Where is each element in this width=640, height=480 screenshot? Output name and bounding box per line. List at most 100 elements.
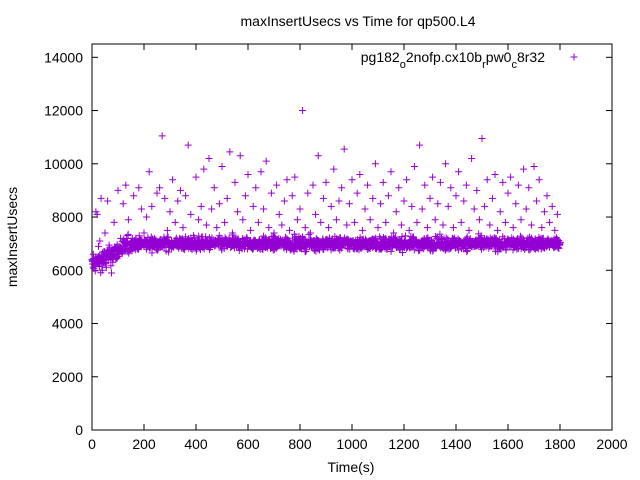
data-point xyxy=(114,186,122,194)
data-point xyxy=(317,218,325,226)
data-point xyxy=(236,152,244,160)
data-point xyxy=(439,221,447,229)
data-point xyxy=(202,221,210,229)
data-point xyxy=(137,205,145,213)
data-point xyxy=(527,221,535,229)
data-point xyxy=(179,224,187,232)
data-point xyxy=(117,234,125,242)
data-point xyxy=(501,218,509,226)
data-point xyxy=(491,170,499,178)
data-point xyxy=(241,192,249,200)
data-point xyxy=(124,216,132,224)
data-point xyxy=(135,184,143,192)
y-tick-label: 12000 xyxy=(44,103,83,119)
data-point xyxy=(286,226,294,234)
data-point xyxy=(135,232,143,240)
data-point xyxy=(189,232,197,240)
data-point xyxy=(457,218,465,226)
data-point xyxy=(535,176,543,184)
data-point xyxy=(223,194,231,202)
data-point xyxy=(140,229,148,237)
data-point xyxy=(88,256,96,264)
data-point xyxy=(296,205,304,213)
data-point xyxy=(213,224,221,232)
data-point xyxy=(353,189,361,197)
data-point xyxy=(254,218,262,226)
y-tick-label: 14000 xyxy=(44,49,83,65)
data-point xyxy=(164,233,172,241)
data-point xyxy=(309,181,317,189)
data-point xyxy=(260,205,268,213)
data-point xyxy=(486,221,494,229)
x-tick-label: 200 xyxy=(132,436,156,452)
data-points xyxy=(88,107,564,277)
x-tick-label: 1800 xyxy=(544,436,575,452)
data-point xyxy=(252,184,260,192)
data-point xyxy=(470,205,478,213)
legend-marker-glyph xyxy=(570,53,578,61)
data-point xyxy=(291,173,299,181)
data-point xyxy=(410,162,418,170)
x-axis-ticks: 0 200 400 600 800 1000 1200 1400 1600 1800 2000 xyxy=(88,44,628,452)
data-point xyxy=(265,224,273,232)
data-point xyxy=(379,178,387,186)
data-point xyxy=(158,132,166,140)
data-point xyxy=(444,202,452,210)
data-point xyxy=(301,224,309,232)
data-point xyxy=(436,178,444,186)
data-point xyxy=(304,189,312,197)
data-point xyxy=(488,194,496,202)
data-point xyxy=(226,148,234,156)
data-point xyxy=(499,178,507,186)
data-point xyxy=(460,197,468,205)
data-point xyxy=(247,226,255,234)
data-point xyxy=(208,205,216,213)
data-point xyxy=(483,176,491,184)
data-point xyxy=(400,197,408,205)
data-point xyxy=(481,202,489,210)
data-point xyxy=(115,248,123,256)
data-point xyxy=(364,181,372,189)
data-point xyxy=(101,229,109,237)
data-point xyxy=(278,221,286,229)
data-point xyxy=(330,165,338,173)
y-tick-label: 0 xyxy=(75,422,83,438)
data-point xyxy=(416,141,424,149)
data-point xyxy=(270,229,278,237)
data-point xyxy=(478,135,486,143)
data-point xyxy=(382,218,390,226)
data-point xyxy=(348,176,356,184)
data-point xyxy=(267,189,275,197)
data-point xyxy=(502,246,510,254)
data-point xyxy=(306,229,314,237)
data-point xyxy=(197,202,205,210)
data-point xyxy=(145,168,153,176)
data-point xyxy=(447,184,455,192)
data-point xyxy=(174,197,182,205)
data-point xyxy=(463,248,471,256)
y-tick-label: 10000 xyxy=(44,156,83,172)
data-point xyxy=(93,210,101,218)
data-point xyxy=(143,213,151,221)
data-point xyxy=(327,202,335,210)
data-point xyxy=(504,189,512,197)
data-point xyxy=(275,210,283,218)
data-point xyxy=(556,240,564,248)
data-point xyxy=(338,184,346,192)
data-point xyxy=(473,186,481,194)
data-point xyxy=(413,218,421,226)
legend: pg182o2nofp.cx10brpw0c8r32 xyxy=(361,49,578,71)
data-point xyxy=(452,192,460,200)
data-point xyxy=(280,197,288,205)
data-point xyxy=(102,264,110,272)
data-point xyxy=(314,152,322,160)
legend-marker xyxy=(570,53,578,61)
data-point xyxy=(358,226,366,234)
data-point xyxy=(553,210,561,218)
data-point xyxy=(95,242,102,250)
data-point xyxy=(182,192,190,200)
y-tick-label: 2000 xyxy=(52,369,83,385)
x-tick-label: 800 xyxy=(288,436,312,452)
data-point xyxy=(408,202,416,210)
